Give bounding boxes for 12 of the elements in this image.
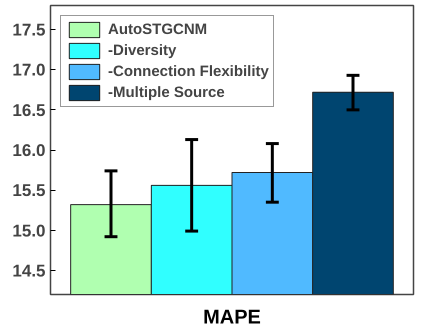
legend-label: AutoSTGCNM <box>108 20 208 39</box>
y-tick-label: 16.0 <box>12 141 46 160</box>
y-tick-label: 16.5 <box>12 100 46 120</box>
x-axis-title: MAPE <box>203 306 261 328</box>
y-tick-label: 15.5 <box>12 181 46 200</box>
y-tick-label: 17.0 <box>12 60 46 80</box>
legend-label: -Connection Flexibility <box>108 62 269 81</box>
legend-label: -Diversity <box>108 41 176 60</box>
legend-label: -Multiple Source <box>108 83 225 102</box>
y-tick-label: 17.5 <box>12 20 46 40</box>
y-tick-label: 15.0 <box>12 221 46 240</box>
y-tick-label: 14.5 <box>12 261 46 280</box>
